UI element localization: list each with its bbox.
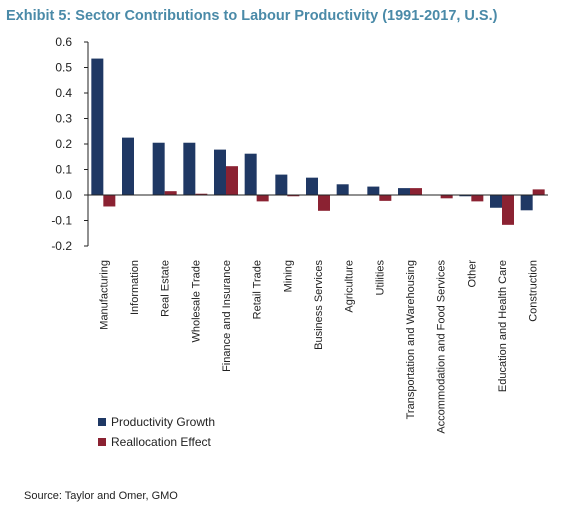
bar-productivity-12: [459, 195, 472, 197]
category-label: Wholesale Trade: [190, 260, 202, 343]
bar-productivity-1: [122, 137, 134, 195]
category-labels: Manufacturing Information Real Estate Whole…: [98, 260, 539, 434]
source-note: Source: Taylor and Omer, GMO: [24, 490, 178, 502]
category-label: Mining: [282, 260, 294, 292]
bar-reallocation-10: [410, 188, 422, 195]
bar-reallocation-13: [502, 195, 514, 225]
legend: Productivity Growth Reallocation Effect: [98, 415, 215, 449]
chart-title: Exhibit 5: Sector Contributions to Labou…: [6, 8, 498, 24]
y-axis: 0.6 0.5 0.4 0.3 0.2 0.1 0.0 -0.1 -0.2: [51, 35, 89, 253]
bar-productivity-13: [490, 195, 502, 208]
bar-productivity-6: [275, 174, 288, 195]
category-label: Agriculture: [344, 260, 356, 313]
legend-label: Reallocation Effect: [111, 435, 212, 449]
category-label: Accommodation and Food Services: [436, 260, 448, 434]
y-tick-label: 0.4: [55, 86, 72, 100]
bar-reallocation-3: [195, 193, 208, 195]
category-label: Utilities: [374, 260, 386, 296]
bar-reallocation-9: [379, 195, 392, 201]
category-label: Finance and Insurance: [221, 260, 233, 372]
legend-label: Productivity Growth: [111, 415, 215, 429]
category-label: Manufacturing: [98, 260, 110, 330]
category-label: Retail Trade: [252, 260, 264, 319]
category-label: Transportation and Warehousing: [405, 260, 417, 419]
bar-reallocation-2: [164, 191, 177, 195]
bar-productivity-9: [367, 186, 380, 195]
y-tick-label: 0.1: [55, 163, 72, 177]
bar-productivity-14: [520, 195, 533, 211]
y-tick-label: 0.2: [55, 137, 72, 151]
category-label: Real Estate: [160, 260, 172, 317]
bars: [88, 58, 548, 225]
y-tick-label: -0.2: [51, 239, 72, 253]
bar-reallocation-7: [318, 195, 330, 211]
y-tick-label: 0.0: [55, 188, 72, 202]
bar-reallocation-0: [103, 195, 116, 207]
y-tick-label: 0.3: [55, 112, 72, 126]
category-label: Business Services: [313, 260, 325, 350]
bar-productivity-8: [336, 184, 349, 195]
bar-reallocation-5: [256, 195, 269, 202]
y-tick-label: 0.6: [55, 35, 72, 49]
bar-productivity-7: [306, 177, 318, 195]
bar-reallocation-11: [440, 195, 453, 199]
legend-swatch: [98, 418, 106, 426]
category-label: Construction: [528, 260, 540, 322]
y-tick-label: -0.1: [51, 214, 72, 228]
bar-productivity-10: [398, 188, 410, 195]
bar-reallocation-4: [226, 166, 238, 195]
bar-reallocation-14: [532, 189, 545, 195]
y-tick-label: 0.5: [55, 61, 72, 75]
bar-reallocation-12: [471, 195, 484, 202]
category-label: Education and Health Care: [497, 260, 509, 392]
bar-productivity-3: [183, 142, 196, 195]
bar-productivity-0: [91, 58, 104, 196]
bar-productivity-2: [152, 142, 165, 195]
bar-reallocation-6: [287, 195, 300, 197]
legend-swatch: [98, 438, 106, 446]
category-label: Information: [129, 260, 141, 315]
category-label: Other: [466, 260, 478, 288]
bar-productivity-4: [214, 149, 226, 195]
bar-productivity-5: [244, 153, 257, 195]
